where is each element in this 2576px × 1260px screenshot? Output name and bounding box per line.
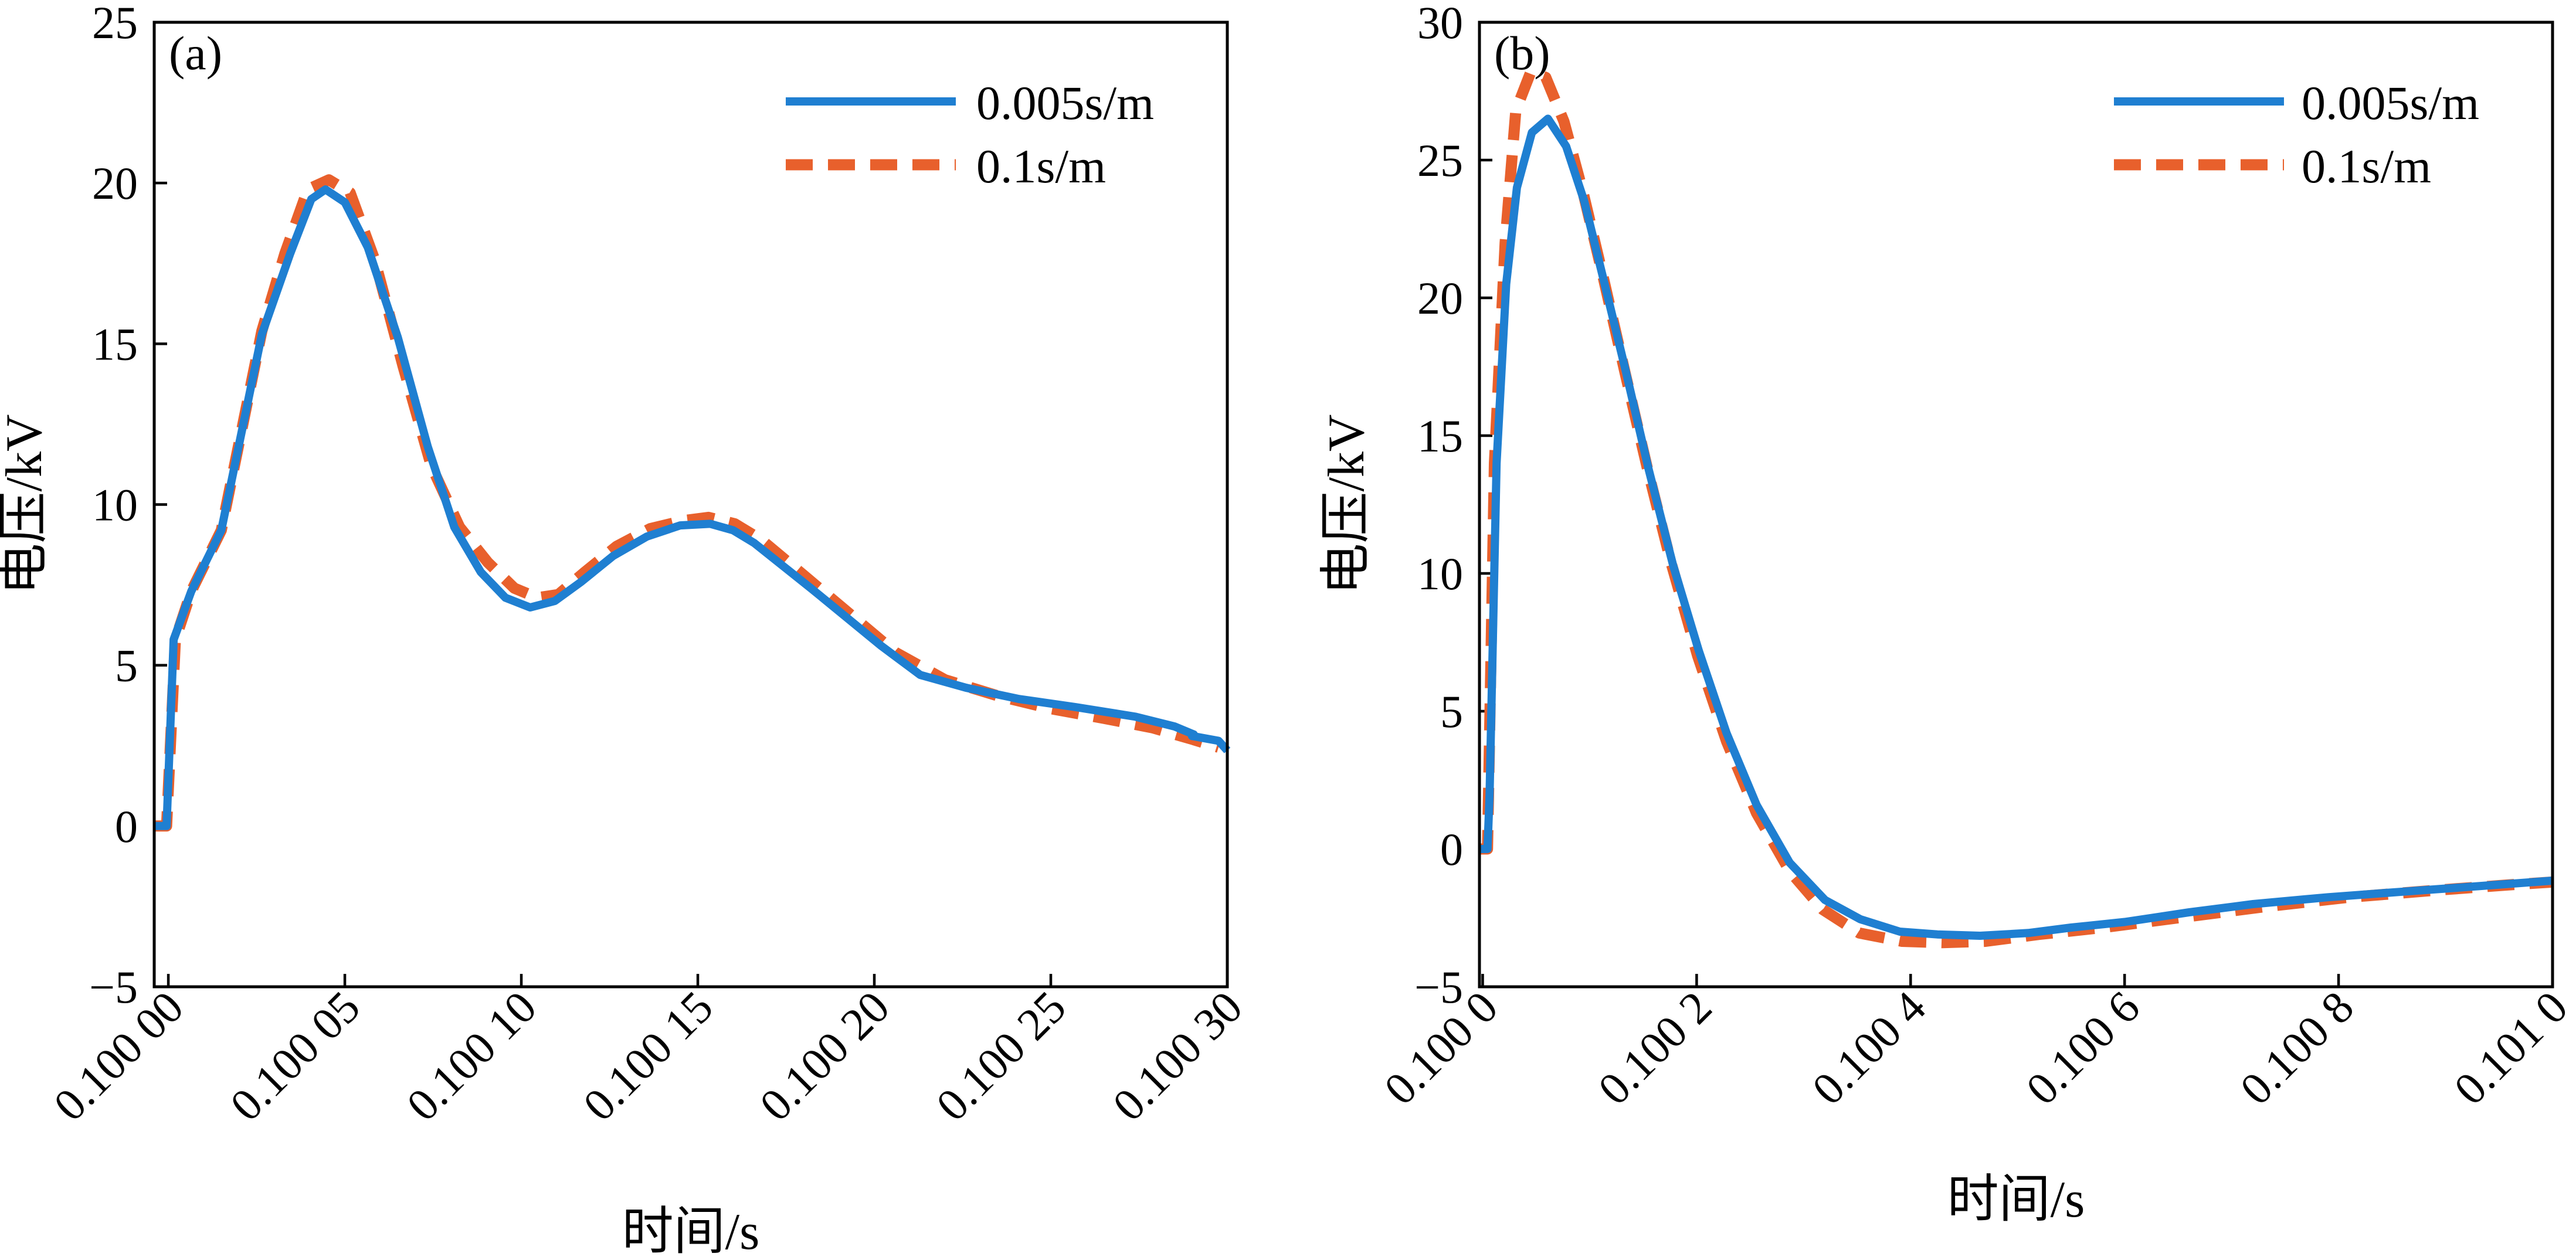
panel-a-legend-label: 0.005s/m [976, 76, 1154, 130]
panel-b-y-tick-label: 10 [1417, 548, 1463, 599]
panel-b-legend: 0.005s/m 0.1s/m [2114, 76, 2479, 193]
panel-b-x-tick-label: 0.101 0 [2444, 981, 2576, 1115]
panel-a-series-dashed-line [154, 174, 1220, 832]
panel-b-legend-label: 0.005s/m [2302, 76, 2479, 130]
panel-a-y-tick-label: 0 [115, 801, 138, 852]
panel-b-label: (b) [1494, 26, 1550, 80]
panel-b-x-tick-label: 0.100 4 [1802, 981, 1935, 1115]
panel-a-x-tick-label: 0.100 20 [749, 981, 899, 1131]
panel-b-series-solid-line [1479, 114, 2553, 940]
panel-b-y-axis-title: 电压/kV [1318, 414, 1375, 595]
panel-a-x-tick-label: 0.100 05 [220, 981, 370, 1131]
panel-a-y-axis-title: 电压/kV [0, 414, 53, 595]
panel-a-y-tick-label: 5 [115, 640, 138, 691]
panel-b-x-tick-label: 0.100 2 [1588, 981, 1721, 1115]
panel-b-frame [1478, 21, 2554, 989]
panel-a-series [154, 174, 1231, 832]
panel-a-x-tick-label: 0.100 15 [573, 981, 723, 1131]
panel-a-x-tick-label: 0.100 25 [926, 981, 1075, 1131]
panel-b-y-tick-label: −5 [1414, 962, 1463, 1013]
panel-b-y-tick-label: 5 [1440, 686, 1463, 737]
panel-a-legend: 0.005s/m 0.1s/m [786, 76, 1154, 193]
panel-a-x-axis-title: 时间/s [622, 1204, 760, 1260]
panel-a-y-tick-label: 20 [92, 158, 138, 209]
panel-a-y-tick-label: 25 [92, 0, 138, 48]
panel-a-x-tick-label: 0.100 10 [397, 981, 547, 1131]
panel-b-y-tick-label: 15 [1417, 410, 1463, 461]
panel-a-y-tick-label: −5 [89, 962, 138, 1013]
panel-a-legend-label: 0.1s/m [976, 140, 1106, 193]
panel-a-y-tick-label: 15 [92, 318, 138, 369]
panel-a-label: (a) [169, 26, 222, 80]
panel-b-y-tick-label: 0 [1440, 824, 1463, 875]
panel-b-y-tick-label: 30 [1417, 0, 1463, 48]
panel-a-series-solid-line [154, 185, 1231, 830]
panel-b-x-tick-label: 0.100 6 [2016, 981, 2149, 1115]
panel-b-series [1479, 66, 2553, 949]
panel-b-series-dashed-line [1479, 66, 2553, 949]
panel-b-y-tick-label: 25 [1417, 135, 1463, 186]
panel-b-x-tick-label: 0.100 8 [2230, 981, 2363, 1115]
panel-a-x-tick-label: 0.100 30 [1102, 981, 1252, 1131]
panel-b-legend-label: 0.1s/m [2302, 140, 2431, 193]
panel-a-y-tick-label: 10 [92, 480, 138, 531]
panel-b-y-tick-label: 20 [1417, 273, 1463, 324]
panel-b-x-axis-title: 时间/s [1947, 1171, 2085, 1228]
panel-a-frame [152, 21, 1229, 989]
